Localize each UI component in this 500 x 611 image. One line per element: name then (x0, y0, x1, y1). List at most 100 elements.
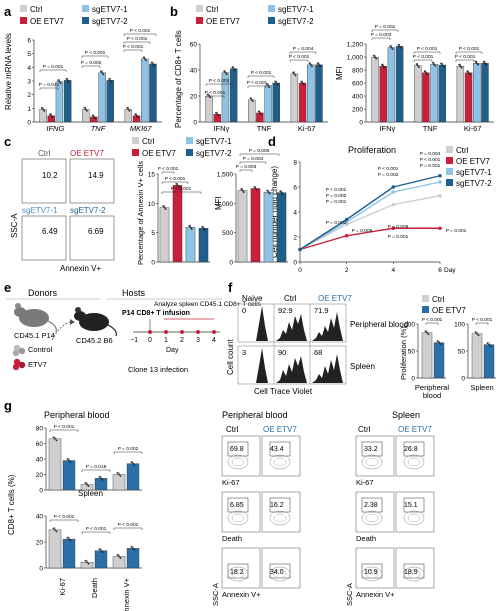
significance-bracket (371, 29, 399, 32)
data-point (425, 71, 427, 74)
flow-plot-sg1 (21, 215, 67, 261)
p-value-label: P = 0.003 (236, 164, 257, 170)
data-point (128, 109, 131, 112)
data-point (374, 56, 376, 59)
panel-g-spleen-flow-contour (407, 457, 421, 467)
panel-d-ylabel: Cell number (fold change) (270, 166, 279, 258)
data-point (94, 117, 96, 120)
data-point (423, 70, 426, 73)
line-point-Ctrl (438, 193, 442, 198)
x-tick-label: Ki-67 (298, 124, 316, 133)
significance-bracket (247, 85, 267, 88)
data-point (136, 116, 139, 119)
host-mouse-icon (74, 307, 117, 337)
bar-TNF-sgETV7-2 (272, 82, 280, 123)
panel-g-pb-flow-gate (227, 497, 249, 513)
data-point (59, 82, 62, 85)
panel-d-x-tick-label: 0 (298, 267, 302, 274)
data-point (458, 63, 461, 66)
data-point (55, 439, 58, 442)
data-point (484, 62, 486, 65)
transfer-arrow-icon (51, 321, 71, 341)
timeline-tick: 2 (180, 337, 184, 344)
panel-d-y-tick-label: 6 (293, 185, 297, 192)
data-point (119, 475, 122, 477)
panel-f-spleen-bar-Ctrl (471, 333, 483, 379)
control-label: Control (28, 345, 53, 354)
data-point (416, 64, 419, 67)
panel-b-right-y-tick-label: 1,200 (347, 42, 364, 49)
significance-bracket (113, 527, 143, 530)
panel-g-spleen-flow-contour (403, 454, 425, 470)
panel-g-pb-flow-plot (221, 491, 261, 533)
p-value-label: P < 0.001 (127, 36, 148, 42)
p-value-label: P = 0.002 (118, 446, 139, 452)
legend-label-sg1: sgETV7-1 (456, 168, 492, 177)
bar-MKI67-sgETV7-2 (149, 63, 157, 123)
panel-c-percent-bar-Ctrl (159, 207, 170, 263)
bar-IFNγ-OE ETV7 (379, 65, 387, 123)
hist-frame (237, 345, 347, 385)
panel-g-pb-flow-row-label: Death (222, 534, 242, 543)
hist-value: 3 (242, 348, 246, 357)
panel-g-bottom-y-tick-label: 0 (39, 566, 43, 573)
legend-a: Ctrl OE ETV7 sgETV7-1 sgETV7-2 (20, 5, 128, 26)
line-point-sgETV7-1 (438, 180, 442, 184)
bar-IFNG-Ctrl (39, 109, 47, 123)
data-point (58, 80, 61, 83)
data-point (308, 62, 311, 65)
data-point (302, 83, 305, 86)
data-point (485, 63, 488, 66)
panel-letter-c: c (4, 134, 11, 149)
panel-g-bottom-bar-Death-OE ETV7 (94, 550, 108, 569)
data-point (319, 65, 322, 68)
bar-TNF-OE ETV7 (256, 112, 264, 123)
panel-g-top-y-tick-label: 40 (36, 457, 44, 464)
x-tick-label: Ki-67 (464, 124, 482, 133)
data-point (399, 47, 402, 49)
data-point (442, 65, 445, 68)
legend-swatch-ctrl (20, 5, 27, 12)
data-point (52, 527, 55, 530)
data-point (86, 561, 88, 564)
timeline-tick: −1 (130, 337, 138, 344)
panel-c-percent-y-tick-label: 5 (151, 230, 155, 237)
data-point (294, 74, 297, 77)
data-point (266, 189, 269, 192)
panel-g-spleen-flow-value: 10.9 (364, 569, 378, 576)
bar-Ki-67-Ctrl (290, 73, 299, 123)
data-point (293, 73, 296, 75)
legend-swatch-sg1 (82, 5, 89, 12)
legend-label-sg1: sgETV7-1 (278, 5, 314, 14)
panel-c-mfi-y-tick-label: 500 (222, 230, 233, 237)
data-point (101, 478, 104, 481)
data-point (49, 113, 51, 116)
legend-f: Ctrl OE ETV7 (422, 295, 466, 315)
panel-g-pb-flow-value: 43.4 (270, 446, 284, 453)
data-point (108, 77, 110, 80)
significance-bracket (39, 69, 67, 72)
data-point (241, 189, 244, 192)
data-point (55, 530, 58, 533)
significance-bracket (455, 51, 483, 54)
etv7-label: ETV7 (28, 360, 47, 369)
panel-d-y-tick-label: 8 (293, 160, 297, 167)
panel-letter-b: b (170, 4, 178, 19)
data-point (390, 46, 393, 49)
significance-bracket (475, 322, 489, 325)
data-point (232, 67, 235, 70)
panel-g-pb-flow-contour (227, 566, 249, 582)
panel-f-spleen-y-tick-label: 50 (458, 349, 466, 356)
data-point (84, 482, 87, 484)
p-value-label: P < 0.001 (459, 46, 480, 52)
legend-label-ctrl: Ctrl (432, 295, 445, 304)
data-point (101, 551, 104, 554)
p-value-label: P < 0.001 (165, 176, 186, 182)
data-point (116, 472, 119, 474)
data-point (252, 100, 254, 103)
bar-TNF-OE ETV7 (422, 72, 430, 123)
panel-g-top-y-tick-label: 0 (39, 488, 43, 495)
data-point (66, 536, 69, 539)
significance-bracket (161, 171, 175, 174)
significance-bracket (123, 41, 151, 44)
